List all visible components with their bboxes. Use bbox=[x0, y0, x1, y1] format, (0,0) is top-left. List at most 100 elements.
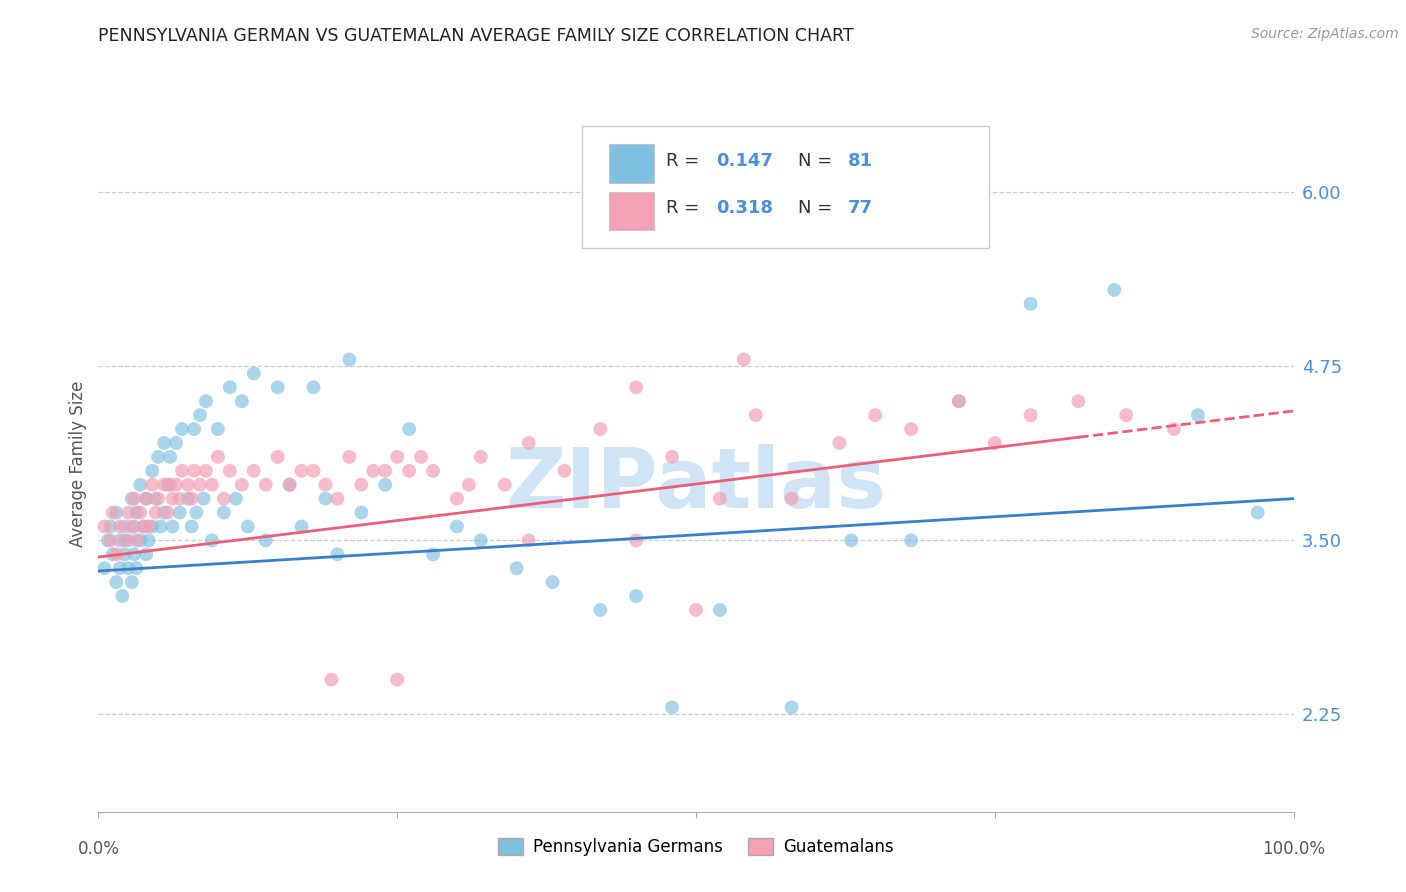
Point bbox=[149, 519, 172, 533]
Point bbox=[254, 477, 277, 491]
Point bbox=[129, 533, 152, 548]
Point bbox=[93, 519, 115, 533]
Point bbox=[315, 477, 337, 491]
Point bbox=[291, 519, 314, 533]
Point bbox=[626, 589, 648, 603]
Point bbox=[709, 491, 731, 506]
Point bbox=[267, 380, 290, 394]
Text: R =: R = bbox=[666, 199, 704, 217]
Point bbox=[177, 491, 200, 506]
Point bbox=[114, 547, 136, 561]
Point bbox=[219, 464, 242, 478]
Point bbox=[108, 519, 131, 533]
Point bbox=[243, 367, 266, 381]
Point bbox=[411, 450, 433, 464]
FancyBboxPatch shape bbox=[582, 127, 988, 248]
Point bbox=[162, 491, 184, 506]
Point bbox=[177, 477, 200, 491]
Point bbox=[709, 603, 731, 617]
Point bbox=[1067, 394, 1090, 409]
Point bbox=[1187, 408, 1209, 422]
Point bbox=[326, 547, 349, 561]
Point bbox=[188, 408, 211, 422]
Point bbox=[315, 491, 337, 506]
Point bbox=[900, 422, 922, 436]
Point bbox=[194, 394, 218, 409]
Point bbox=[141, 477, 163, 491]
Point bbox=[1115, 408, 1137, 422]
Point bbox=[278, 477, 301, 491]
Point bbox=[212, 491, 235, 506]
Point bbox=[114, 533, 136, 548]
Point bbox=[108, 561, 131, 575]
Point bbox=[900, 533, 922, 548]
Point bbox=[148, 450, 170, 464]
Point bbox=[1246, 506, 1268, 520]
Point bbox=[374, 464, 396, 478]
Point bbox=[124, 547, 146, 561]
Point bbox=[105, 547, 128, 561]
Point bbox=[129, 477, 152, 491]
Point bbox=[169, 506, 191, 520]
Point bbox=[243, 464, 266, 478]
Point bbox=[385, 450, 409, 464]
Point bbox=[1019, 297, 1042, 311]
Point bbox=[207, 422, 229, 436]
Point bbox=[162, 519, 184, 533]
Point bbox=[156, 506, 179, 520]
Point bbox=[101, 547, 124, 561]
Point bbox=[733, 352, 755, 367]
Point bbox=[141, 519, 163, 533]
Point bbox=[180, 519, 202, 533]
Point bbox=[589, 422, 612, 436]
Point bbox=[159, 450, 181, 464]
Point bbox=[470, 450, 492, 464]
Y-axis label: Average Family Size: Average Family Size bbox=[69, 381, 87, 547]
Point bbox=[984, 436, 1007, 450]
Point bbox=[129, 506, 152, 520]
Point bbox=[291, 464, 314, 478]
Point bbox=[517, 436, 540, 450]
Point bbox=[517, 533, 540, 548]
Point bbox=[446, 519, 468, 533]
Point bbox=[841, 533, 863, 548]
FancyBboxPatch shape bbox=[609, 192, 654, 230]
Text: N =: N = bbox=[797, 199, 838, 217]
Point bbox=[1163, 422, 1185, 436]
Point bbox=[141, 464, 163, 478]
Point bbox=[183, 422, 205, 436]
Point bbox=[193, 491, 215, 506]
Text: R =: R = bbox=[666, 152, 704, 169]
Point bbox=[422, 464, 444, 478]
Point bbox=[494, 477, 516, 491]
Point bbox=[111, 589, 134, 603]
Point bbox=[626, 380, 648, 394]
Point bbox=[125, 506, 148, 520]
Point bbox=[169, 491, 191, 506]
Point bbox=[145, 506, 167, 520]
Point bbox=[125, 561, 148, 575]
Point bbox=[225, 491, 247, 506]
FancyBboxPatch shape bbox=[609, 145, 654, 183]
Point bbox=[780, 491, 803, 506]
Point bbox=[124, 491, 146, 506]
Text: N =: N = bbox=[797, 152, 838, 169]
Point bbox=[186, 506, 208, 520]
Point bbox=[148, 491, 170, 506]
Point bbox=[121, 519, 143, 533]
Point bbox=[948, 394, 970, 409]
Text: PENNSYLVANIA GERMAN VS GUATEMALAN AVERAGE FAMILY SIZE CORRELATION CHART: PENNSYLVANIA GERMAN VS GUATEMALAN AVERAG… bbox=[98, 27, 853, 45]
Point bbox=[302, 380, 325, 394]
Point bbox=[458, 477, 481, 491]
Point bbox=[188, 477, 211, 491]
Point bbox=[661, 700, 683, 714]
Point bbox=[446, 491, 468, 506]
Point bbox=[135, 547, 157, 561]
Point bbox=[183, 464, 205, 478]
Point bbox=[121, 575, 143, 590]
Point bbox=[201, 477, 224, 491]
Text: 77: 77 bbox=[848, 199, 873, 217]
Text: 0.318: 0.318 bbox=[716, 199, 773, 217]
Point bbox=[589, 603, 612, 617]
Text: Source: ZipAtlas.com: Source: ZipAtlas.com bbox=[1251, 27, 1399, 41]
